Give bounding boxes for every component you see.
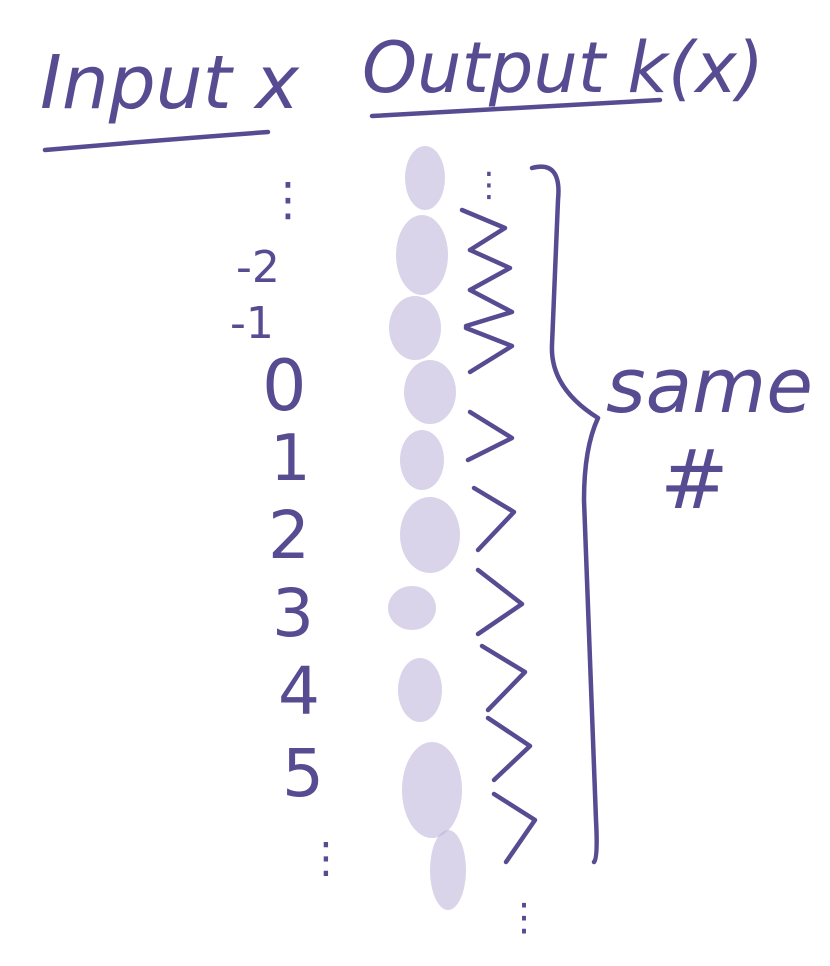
input-value-neg1: -1	[230, 298, 274, 349]
input-value-0: 0	[262, 345, 307, 427]
input-value-5: 5	[282, 735, 324, 812]
output-mark-6	[471, 485, 517, 553]
input-value-2: 2	[268, 497, 310, 574]
input-header: Input x	[40, 40, 300, 126]
input-ellipsis-top: ⋮	[265, 172, 311, 226]
brace-label-same: same	[606, 341, 813, 430]
input-value-3: 3	[272, 575, 314, 652]
input-header-underline	[42, 129, 271, 153]
output-mark-5	[465, 409, 515, 463]
output-header: Output k(x)	[362, 27, 764, 109]
input-value-1: 1	[270, 422, 311, 496]
eraser-smudges	[388, 146, 466, 910]
output-mark-2	[467, 247, 513, 293]
output-mark-8	[479, 643, 528, 713]
output-mark-1	[459, 207, 508, 253]
output-header-underline	[369, 97, 663, 119]
output-mark-7	[475, 567, 525, 637]
output-ellipsis-top: ⋮	[472, 165, 506, 205]
output-mark-3	[463, 287, 515, 329]
input-value-neg2: -2	[236, 242, 280, 293]
brace-label-number-sign: #	[660, 433, 729, 528]
input-ellipsis-bottom: ⋮	[305, 833, 347, 882]
curly-brace	[529, 164, 601, 865]
output-ellipsis-bottom: ⋮	[505, 895, 543, 939]
output-mark-9	[485, 715, 533, 783]
output-mark-10	[491, 791, 538, 865]
output-marks	[459, 207, 538, 865]
output-mark-4	[463, 325, 515, 375]
input-value-4: 4	[278, 653, 320, 730]
